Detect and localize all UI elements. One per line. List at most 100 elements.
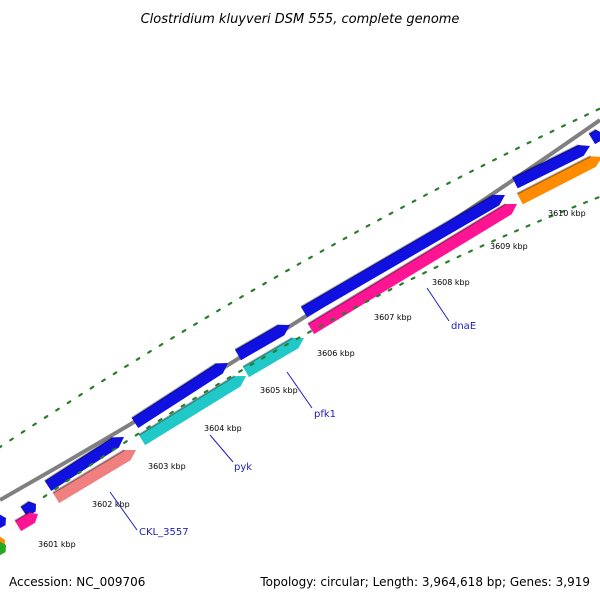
inner-dash bbox=[54, 486, 59, 491]
inner-dash bbox=[272, 349, 278, 354]
inner-dash bbox=[387, 288, 393, 292]
cds-forward[interactable] bbox=[44, 437, 124, 492]
inner-dash bbox=[410, 276, 416, 281]
cds-forward-shadow bbox=[131, 362, 217, 419]
cds-forward-shadow bbox=[588, 128, 597, 135]
inner-dash bbox=[537, 219, 542, 223]
cds-reverse[interactable] bbox=[517, 156, 600, 205]
outer-dash bbox=[595, 107, 600, 112]
inner-dash bbox=[307, 330, 312, 334]
cds-reverse-shadow bbox=[138, 375, 235, 436]
outer-dash bbox=[204, 315, 210, 320]
inner-dash bbox=[88, 462, 94, 467]
outer-dash bbox=[331, 242, 336, 247]
tick-label: 3603 kbp bbox=[148, 462, 186, 471]
scale-labels: 3601 kbp 3602 kbp 3603 kbp 3604 kbp 3605… bbox=[38, 209, 586, 549]
outer-dash bbox=[216, 308, 221, 313]
cds-forward-shadow bbox=[20, 500, 30, 508]
inner-dash bbox=[215, 382, 220, 387]
outer-dash bbox=[549, 129, 555, 134]
cds-forward[interactable] bbox=[512, 145, 590, 189]
cds-reverse[interactable] bbox=[138, 376, 246, 446]
cds-forward-shadow bbox=[511, 144, 579, 179]
tick-label: 3608 kbp bbox=[432, 278, 470, 287]
outer-dash bbox=[503, 152, 509, 156]
outer-dash bbox=[354, 230, 359, 234]
outer-dash bbox=[469, 169, 474, 174]
cds-reverse[interactable] bbox=[242, 337, 304, 378]
tick-label: 3601 kbp bbox=[38, 540, 76, 549]
cds-forward-shadow bbox=[234, 323, 279, 351]
tick-label: 3606 kbp bbox=[317, 349, 355, 358]
page-title: Clostridium kluyveri DSM 555, complete g… bbox=[141, 12, 460, 27]
outer-dash bbox=[423, 193, 428, 197]
outer-dash bbox=[480, 163, 486, 168]
inner-dash bbox=[157, 418, 163, 422]
gene-label-dnae[interactable]: dnaE bbox=[451, 321, 476, 332]
gene-labels: CKL_3557 pyk pfk1 dnaE bbox=[109, 287, 476, 538]
inner-dash bbox=[284, 342, 289, 347]
outer-dash bbox=[250, 288, 256, 293]
cds-reverse[interactable] bbox=[0, 541, 6, 557]
outer-dash bbox=[296, 262, 302, 266]
outer-dash bbox=[101, 378, 106, 383]
outer-dash bbox=[78, 393, 83, 397]
inner-dash bbox=[525, 224, 531, 228]
outer-dash bbox=[538, 135, 543, 139]
outer-dash bbox=[135, 357, 141, 361]
inner-dash bbox=[203, 389, 209, 394]
outer-dash bbox=[89, 385, 95, 390]
outer-dash bbox=[9, 437, 14, 442]
cds-forward[interactable] bbox=[300, 194, 505, 318]
cds-forward[interactable] bbox=[131, 363, 228, 429]
leader-line bbox=[109, 491, 138, 531]
inner-dash bbox=[468, 249, 473, 253]
gene-label-ckl3557[interactable]: CKL_3557 bbox=[139, 527, 189, 538]
outer-dash-ring bbox=[0, 107, 600, 449]
inner-dash bbox=[479, 244, 485, 248]
map-title: Clostridium kluyveri DSM 555, complete g… bbox=[141, 12, 460, 27]
outer-dash bbox=[181, 329, 187, 333]
outer-dash bbox=[388, 211, 394, 216]
gene-label-pfk1[interactable]: pfk1 bbox=[314, 409, 336, 420]
inner-dash bbox=[560, 209, 565, 214]
outer-dash bbox=[492, 157, 497, 162]
outer-dash bbox=[0, 445, 3, 449]
outer-dash bbox=[434, 187, 440, 191]
tick-label: 3607 kbp bbox=[374, 313, 412, 322]
outer-dash bbox=[43, 415, 49, 419]
outer-dash bbox=[124, 364, 129, 368]
leader-line bbox=[286, 371, 313, 409]
tick-label: 3610 kbp bbox=[548, 209, 586, 218]
cds-reverse-shadow bbox=[14, 511, 30, 522]
cds-reverse[interactable] bbox=[14, 512, 39, 532]
outer-dash bbox=[55, 407, 60, 412]
cds-reverse[interactable] bbox=[52, 450, 136, 504]
cds-forward-shadow bbox=[44, 436, 113, 482]
cds-forward[interactable] bbox=[0, 514, 6, 530]
cds-reverse-shadow bbox=[52, 449, 125, 494]
outer-dash bbox=[20, 429, 26, 434]
outer-dash bbox=[584, 113, 589, 117]
inner-dash bbox=[433, 265, 439, 270]
genome-summary-text: Topology: circular; Length: 3,964,618 bp… bbox=[259, 575, 590, 589]
cds-reverse[interactable] bbox=[307, 204, 517, 335]
inner-dash bbox=[364, 299, 370, 304]
leader-line bbox=[209, 434, 234, 463]
outer-dash bbox=[446, 181, 451, 185]
inner-dash bbox=[295, 336, 301, 341]
cds-forward[interactable] bbox=[235, 324, 290, 361]
outer-dash bbox=[365, 223, 371, 228]
outer-dash bbox=[193, 322, 198, 326]
inner-dash bbox=[376, 293, 381, 298]
inner-dash bbox=[399, 282, 404, 286]
tick-label: 3602 kbp bbox=[92, 500, 130, 509]
outer-dash bbox=[32, 422, 37, 427]
outer-dash bbox=[66, 400, 72, 405]
gene-label-pyk[interactable]: pyk bbox=[234, 462, 252, 473]
tick-label: 3604 kbp bbox=[204, 424, 242, 433]
inner-dash bbox=[192, 396, 197, 401]
inner-dash bbox=[353, 305, 358, 310]
cds-forward[interactable] bbox=[588, 129, 600, 145]
